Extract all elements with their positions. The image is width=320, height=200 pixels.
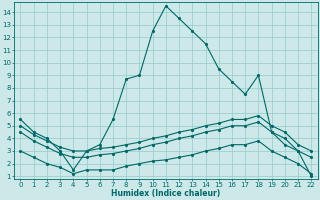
X-axis label: Humidex (Indice chaleur): Humidex (Indice chaleur) bbox=[111, 189, 220, 198]
